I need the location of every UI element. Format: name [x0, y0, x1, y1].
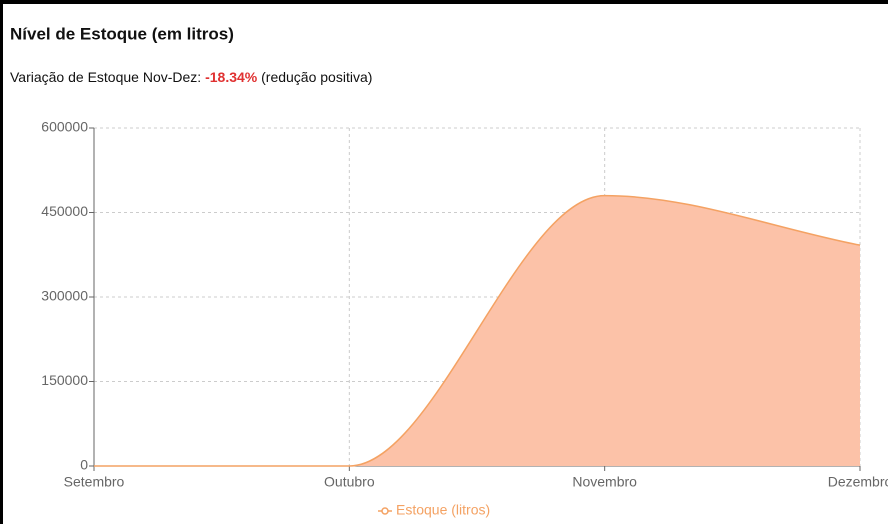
subtitle-prefix: Variação de Estoque Nov-Dez: [10, 69, 201, 85]
subtitle: Variação de Estoque Nov-Dez: -18.34% (re… [10, 69, 372, 85]
line [94, 194, 861, 467]
subtitle-highlight: -18.34% [205, 69, 258, 85]
legend-label: Estoque (litros) [396, 502, 490, 518]
subtitle-suffix: (redução positiva) [261, 69, 372, 85]
area [94, 195, 860, 466]
y-tick-label: 0 [80, 457, 88, 473]
x-tick-label: Dezembro [828, 474, 888, 490]
chart-title: Nível de Estoque (em litros) [10, 24, 234, 43]
y-tick-label: 600000 [41, 119, 88, 135]
x-tick-label: Setembro [64, 474, 125, 490]
y-tick-label: 150000 [41, 372, 88, 388]
y-tick-label: 450000 [41, 203, 88, 219]
x-tick-label: Outubro [324, 474, 375, 490]
y-tick-label: 300000 [41, 288, 88, 304]
legend-icon-dot [381, 507, 389, 515]
x-tick-label: Novembro [572, 474, 637, 490]
